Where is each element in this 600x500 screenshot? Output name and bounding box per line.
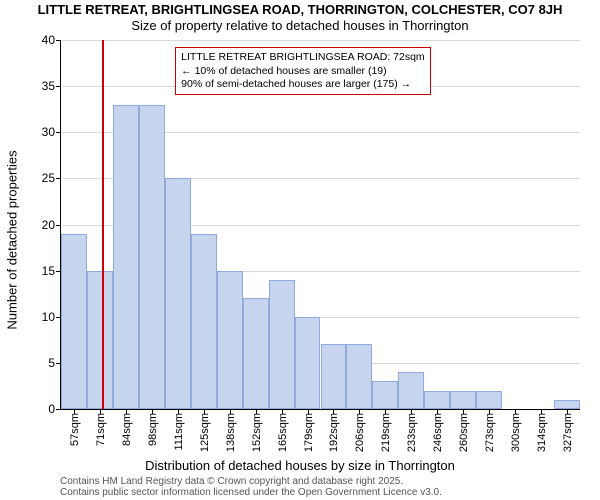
x-tick-label: 192sqm: [328, 413, 340, 452]
x-tick-label: 152sqm: [251, 413, 263, 452]
x-tick-label: 138sqm: [225, 413, 237, 452]
histogram-bar: [346, 344, 372, 409]
footer-line-2: Contains public sector information licen…: [60, 487, 442, 498]
histogram-bar: [476, 391, 502, 409]
histogram-bar: [269, 280, 295, 409]
annotation-line: LITTLE RETREAT BRIGHTLINGSEA ROAD: 72sqm: [181, 51, 425, 64]
y-tick-label: 30: [42, 125, 61, 139]
gridline: [61, 40, 580, 41]
annotation-line: ← 10% of detached houses are smaller (19…: [181, 65, 425, 78]
x-tick-label: 273sqm: [484, 413, 496, 452]
histogram-bar: [87, 271, 113, 409]
histogram-bar: [191, 234, 217, 409]
y-tick-label: 5: [48, 356, 61, 370]
histogram-bar: [61, 234, 87, 409]
x-tick-label: 300sqm: [510, 413, 522, 452]
x-tick-label: 98sqm: [147, 413, 159, 446]
annotation-box: LITTLE RETREAT BRIGHTLINGSEA ROAD: 72sqm…: [175, 47, 431, 94]
histogram-bar: [113, 105, 139, 409]
chart-title-sub: Size of property relative to detached ho…: [0, 18, 600, 33]
histogram-bar: [295, 317, 321, 409]
x-tick-label: 260sqm: [458, 413, 470, 452]
reference-line: [102, 40, 104, 409]
x-tick-label: 125sqm: [199, 413, 211, 452]
histogram-bar: [321, 344, 347, 409]
x-axis-label: Distribution of detached houses by size …: [0, 458, 600, 473]
x-tick-label: 71sqm: [95, 413, 107, 446]
histogram-bar: [424, 391, 450, 409]
x-tick-label: 219sqm: [380, 413, 392, 452]
histogram-bar: [243, 298, 269, 409]
y-tick-label: 40: [42, 33, 61, 47]
x-tick-label: 165sqm: [277, 413, 289, 452]
y-tick-label: 20: [42, 218, 61, 232]
histogram-bar: [398, 372, 424, 409]
y-tick-label: 15: [42, 264, 61, 278]
x-tick-label: 111sqm: [173, 413, 185, 451]
x-tick-label: 84sqm: [121, 413, 133, 446]
y-tick-label: 25: [42, 171, 61, 185]
histogram-bar: [554, 400, 580, 409]
x-tick-label: 57sqm: [69, 413, 81, 446]
chart-title-main: LITTLE RETREAT, BRIGHTLINGSEA ROAD, THOR…: [0, 2, 600, 17]
y-tick-label: 10: [42, 310, 61, 324]
histogram-bar: [217, 271, 243, 409]
footer-attribution: Contains HM Land Registry data © Crown c…: [60, 476, 442, 498]
histogram-bar: [372, 381, 398, 409]
x-tick-label: 206sqm: [354, 413, 366, 452]
histogram-bar: [450, 391, 476, 409]
x-tick-label: 233sqm: [406, 413, 418, 452]
x-tick-label: 327sqm: [562, 413, 574, 452]
x-tick-label: 179sqm: [303, 413, 315, 452]
x-tick-label: 246sqm: [432, 413, 444, 452]
y-axis-label: Number of detached properties: [5, 150, 20, 329]
footer-line-1: Contains HM Land Registry data © Crown c…: [60, 476, 442, 487]
chart-container: LITTLE RETREAT, BRIGHTLINGSEA ROAD, THOR…: [0, 0, 600, 500]
histogram-bar: [165, 178, 191, 409]
y-tick-label: 0: [48, 402, 61, 416]
annotation-line: 90% of semi-detached houses are larger (…: [181, 78, 425, 91]
x-tick-label: 314sqm: [536, 413, 548, 452]
y-tick-label: 35: [42, 79, 61, 93]
histogram-bar: [139, 105, 165, 409]
plot-area: 051015202530354057sqm71sqm84sqm98sqm111s…: [60, 40, 580, 410]
